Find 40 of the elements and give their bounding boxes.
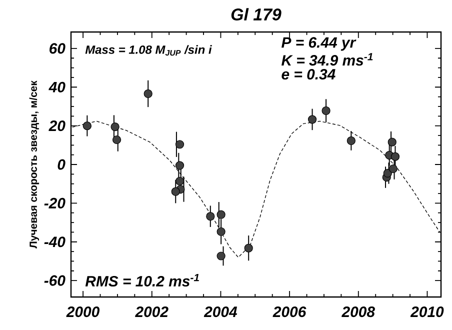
point: [175, 176, 184, 186]
point: [171, 187, 180, 196]
point: [112, 135, 122, 144]
annotation: P = 6.44 yr: [282, 37, 356, 51]
point: [322, 106, 330, 116]
point: [216, 227, 226, 236]
annotation: K = 34.9 ms$^{-1}$: [282, 53, 373, 66]
point: [144, 89, 152, 98]
point: [388, 138, 396, 146]
point: [388, 164, 398, 174]
y-tick-label: -60: [44, 275, 66, 286]
x-tick-label: 2004: [204, 306, 238, 318]
y-tick-label: 0: [58, 159, 66, 170]
x-tick-label: 2002: [135, 306, 168, 318]
annotation: RMS = 10.2 ms$^{-1}$: [85, 274, 199, 287]
point: [175, 140, 184, 149]
annotation: Mass = 1.08 M$_{JUP}$ /sin i: [85, 45, 212, 56]
point: [244, 244, 253, 252]
point: [175, 161, 184, 170]
x-tick-label: 2000: [66, 306, 100, 318]
x-tick-label: 2008: [342, 306, 375, 318]
y-tick-label: 40: [48, 82, 66, 92]
point: [383, 168, 392, 178]
annotation: e = 0.34: [282, 68, 336, 80]
point: [216, 210, 226, 219]
y-tick-label: 60: [50, 43, 66, 54]
y-tick-label: 20: [48, 120, 66, 132]
point: [308, 115, 317, 124]
chart-title: Gl 179: [231, 8, 282, 21]
y-tick-label: -20: [44, 198, 66, 208]
point: [216, 252, 226, 260]
point: [390, 152, 400, 161]
point: [206, 212, 215, 221]
point: [346, 136, 356, 146]
x-tick-label: 2010: [410, 306, 444, 318]
x-tick-label: 2006: [272, 306, 306, 318]
point: [110, 122, 120, 132]
y-axis-title: Лучевая скорость звезды, м/сек: [29, 80, 40, 248]
point: [82, 122, 92, 130]
y-tick-label: -40: [44, 236, 66, 248]
